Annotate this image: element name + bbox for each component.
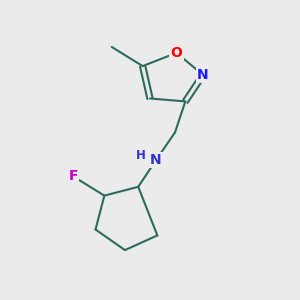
Text: F: F: [69, 169, 78, 184]
Text: N: N: [150, 153, 162, 167]
Text: N: N: [197, 68, 209, 82]
Text: O: O: [171, 46, 182, 60]
Text: H: H: [136, 148, 146, 161]
